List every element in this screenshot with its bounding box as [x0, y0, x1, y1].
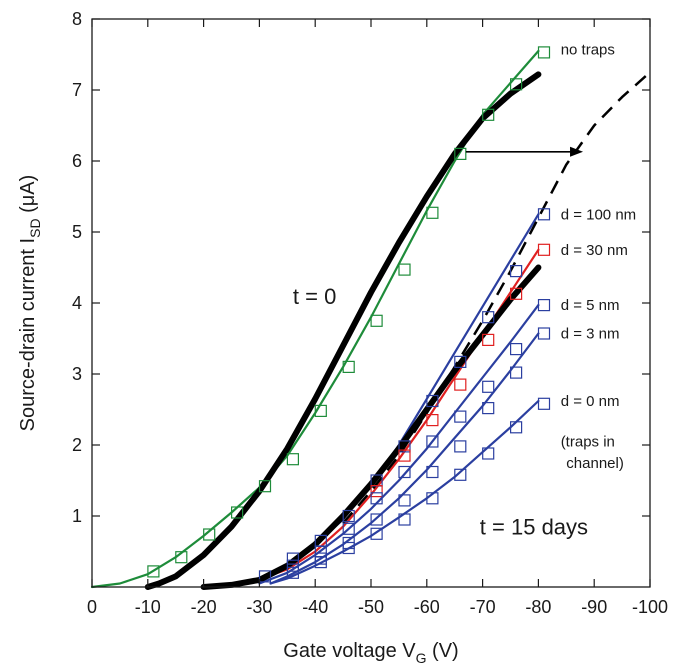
annotation-d-0-nm: d = 0 nm [561, 393, 620, 410]
y-tick-label: 5 [72, 222, 82, 242]
data-point-d-30-nm [482, 333, 495, 346]
data-point-no-traps [258, 480, 272, 493]
data-point-d-5-nm [482, 380, 495, 393]
data-point-d-0-nm [370, 527, 383, 540]
annotation-d-5-nm: d = 5 nm [561, 297, 620, 314]
data-point-d-30-nm [510, 287, 523, 300]
x-tick-label: -50 [358, 597, 384, 617]
annotation-no-traps: no traps [561, 42, 615, 59]
data-point-d-100-nm [398, 440, 411, 453]
data-point-d-3-nm [482, 402, 495, 415]
data-point-d-100-nm [342, 509, 355, 523]
y-tick-label: 3 [72, 364, 82, 384]
data-point-d-5-nm [454, 410, 467, 423]
x-tick-label: -100 [632, 597, 668, 617]
y-tick-label: 4 [72, 293, 82, 313]
data-point-d-30-nm [398, 449, 411, 462]
data-point-d-5-nm [286, 559, 299, 572]
data-point-d-30-nm [426, 414, 439, 427]
data-point-no-traps [510, 78, 523, 91]
data-point-d-100-nm [537, 208, 551, 221]
x-tick-label: -40 [302, 597, 328, 617]
ticks-layer [91, 18, 651, 587]
y-tick-label: 2 [72, 435, 82, 455]
data-point-d-30-nm [454, 378, 467, 391]
data-point-d-0-nm [398, 513, 411, 526]
annotation-d-30-nm: d = 30 nm [561, 242, 628, 259]
data-point-no-traps [231, 506, 244, 519]
data-point-d-0-nm [314, 555, 327, 569]
data-point-d-5-nm [370, 492, 383, 505]
series-line-d-5-nm [258, 304, 540, 585]
data-point-d-5-nm [398, 465, 411, 479]
data-point-d-100-nm [510, 265, 523, 278]
data-point-no-traps [537, 46, 551, 59]
data-point-d-100-nm [454, 355, 467, 368]
data-point-d-30-nm [537, 243, 551, 256]
annotation-d-100-nm: d = 100 nm [561, 206, 636, 223]
data-point-d-5-nm [510, 343, 523, 356]
x-tick-label: 0 [87, 597, 97, 617]
y-tick-label: 6 [72, 151, 82, 171]
data-point-d-5-nm [342, 522, 355, 535]
data-point-d-5-nm [426, 435, 439, 448]
x-tick-label: -80 [525, 597, 551, 617]
tick-labels-layer: 0 -10 -20 -30 -40 -50 -60 -70 -80 -90 -100 1 2 3 4 5 6 7 8 [72, 9, 668, 617]
x-tick-label: -10 [135, 597, 161, 617]
data-point-no-traps [147, 565, 160, 578]
annotation-t-15-days: t = 15 days [480, 515, 588, 540]
data-point-d-3-nm [537, 327, 551, 340]
annotation-traps-in: (traps in [561, 434, 615, 451]
data-point-no-traps [370, 314, 383, 327]
data-point-d-100-nm [258, 570, 272, 583]
data-point-d-3-nm [370, 513, 383, 526]
data-point-no-traps [342, 360, 355, 373]
annotation-d-3-nm: d = 3 nm [561, 326, 620, 343]
data-point-d-0-nm [482, 447, 495, 460]
x-tick-label: -60 [414, 597, 440, 617]
y-axis-title: Source-drain current ISD (μA) [17, 175, 43, 432]
x-tick-label: -20 [191, 597, 217, 617]
data-point-d-0-nm [510, 421, 523, 434]
data-point-no-traps [203, 528, 216, 541]
y-tick-label: 8 [72, 9, 82, 29]
y-tick-label: 7 [72, 80, 82, 100]
data-point-d-3-nm [286, 566, 299, 579]
series-line-shifted-no-traps [342, 71, 651, 524]
annotations-layer: no traps d = 100 nm d = 30 nm d = 5 nm d = 3… [293, 42, 636, 540]
data-point-no-traps [482, 108, 495, 121]
shift-arrow-head [570, 146, 584, 157]
data-point-no-traps [286, 453, 299, 466]
data-point-d-0-nm [426, 492, 439, 505]
data-point-no-traps [426, 206, 439, 219]
x-axis-title: Gate voltage VG (V) [283, 640, 458, 664]
data-point-d-100-nm [482, 311, 495, 324]
data-point-d-5-nm [537, 299, 551, 312]
data-point-d-30-nm [370, 485, 383, 498]
annotation-channel: channel) [566, 455, 624, 472]
data-point-d-0-nm [342, 541, 355, 555]
series-line-t-0 [144, 71, 542, 590]
x-tick-label: -30 [246, 597, 272, 617]
data-point-d-0-nm [454, 468, 467, 481]
data-point-d-100-nm [286, 552, 299, 565]
annotation-t-0: t = 0 [293, 284, 336, 309]
data-point-d-3-nm [398, 494, 411, 507]
x-tick-label: -90 [581, 597, 607, 617]
data-point-d-3-nm [454, 440, 467, 453]
data-point-no-traps [175, 551, 188, 564]
data-point-no-traps [314, 404, 327, 417]
x-tick-label: -70 [470, 597, 496, 617]
data-point-no-traps [398, 263, 411, 276]
data-point-d-3-nm [426, 465, 439, 479]
markers-layer [147, 46, 551, 583]
data-point-no-traps [454, 147, 467, 160]
y-tick-label: 1 [72, 506, 82, 526]
data-point-d-0-nm [537, 397, 551, 410]
data-point-d-3-nm [510, 366, 523, 379]
data-point-d-100-nm [426, 394, 439, 408]
